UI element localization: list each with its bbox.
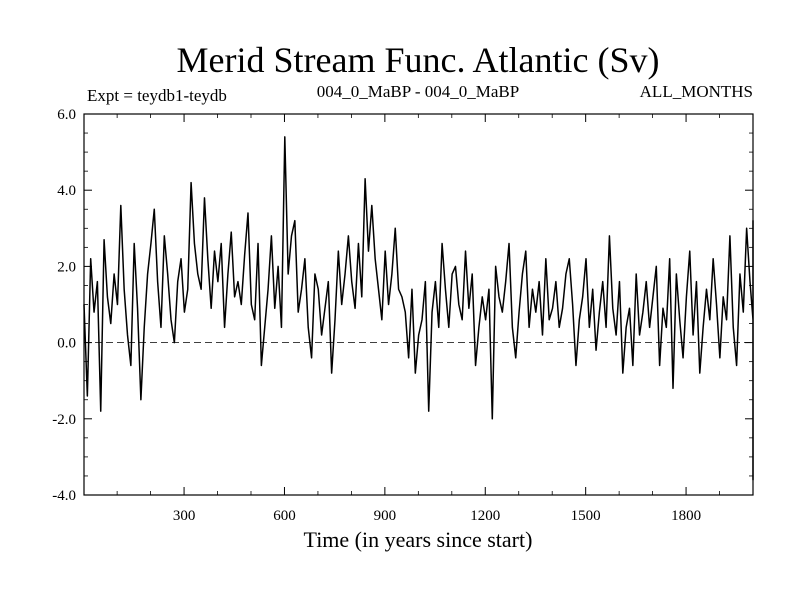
y-tick-label: 4.0 <box>57 183 76 199</box>
series-line <box>83 136 754 481</box>
chart-subtitle-expt: Expt = teydb1-teydb <box>87 86 227 105</box>
x-axis-label: Time (in years since start) <box>304 527 533 552</box>
y-tick-label: 6.0 <box>57 107 76 123</box>
plot-frame <box>83 113 754 496</box>
plot-area: -4.0 -2.0 0.0 2.0 4.0 6.0 300 600 900 1200 1500 180… <box>52 107 754 524</box>
x-tick-label: 900 <box>374 508 397 524</box>
y-tick-label: -4.0 <box>52 488 76 504</box>
x-tick-label: 1200 <box>470 508 500 524</box>
y-tick-label: 0.0 <box>57 336 76 352</box>
chart-subtitle-period: 004_0_MaBP - 004_0_MaBP <box>317 82 519 101</box>
x-tick-label: 1500 <box>571 508 601 524</box>
y-tick-label: 2.0 <box>57 259 76 275</box>
x-tick-label: 600 <box>273 508 296 524</box>
x-tick-label: 1800 <box>671 508 701 524</box>
chart-title: Merid Stream Func. Atlantic (Sv) <box>177 40 660 80</box>
y-tick-label: -2.0 <box>52 412 76 428</box>
chart-subtitle-months: ALL_MONTHS <box>640 82 753 101</box>
x-tick-label: 300 <box>173 508 196 524</box>
